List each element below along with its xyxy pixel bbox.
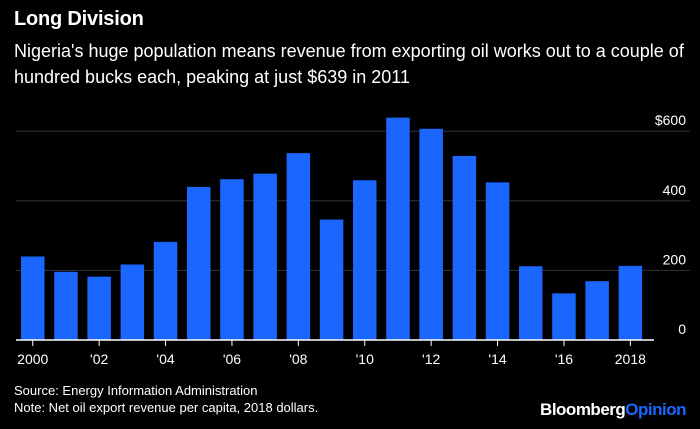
bar-2011 — [386, 117, 410, 341]
x-tick-label-'02: '02 — [90, 351, 108, 367]
x-tick-label-2000: 2000 — [17, 351, 48, 367]
bar-2007 — [253, 173, 277, 340]
bar-2015 — [519, 266, 543, 340]
source-block: Source: Energy Information Administratio… — [14, 382, 318, 416]
y-tick-label-400: 400 — [663, 182, 687, 198]
x-axis-ticks: 2000 '02 '04 '06 '08 '10 '12 '14 '16 2018 — [16, 339, 654, 367]
y-tick-label-200: 200 — [663, 251, 687, 267]
y-tick-label-0: 0 — [678, 321, 686, 337]
bar-2014 — [485, 182, 510, 340]
bar-2018 — [618, 265, 643, 340]
brand-bloomberg: Bloomberg — [540, 400, 626, 419]
bar-2001 — [54, 271, 78, 340]
bar-2002 — [87, 276, 111, 340]
chart-subtitle: Nigeria's huge population means revenue … — [14, 41, 684, 87]
bar-2010 — [353, 180, 377, 340]
note-text: Note: Net oil export revenue per capita,… — [14, 400, 319, 415]
bar-2003 — [120, 264, 145, 340]
x-tick-label-'10: '10 — [356, 351, 374, 367]
bar-2008 — [286, 153, 311, 340]
bar-2017 — [585, 281, 609, 340]
bar-2009 — [319, 219, 344, 340]
bar-2000 — [21, 256, 45, 340]
x-tick-label-'14: '14 — [488, 351, 506, 367]
bar-2005 — [187, 186, 211, 340]
bar-2006 — [220, 179, 244, 340]
x-tick-label-'16: '16 — [555, 351, 573, 367]
bar-2016 — [552, 293, 576, 340]
brand-logo: BloombergOpinion — [540, 400, 686, 420]
brand-opinion: Opinion — [625, 400, 686, 419]
bar-2013 — [452, 155, 477, 340]
x-tick-label-'04: '04 — [156, 351, 174, 367]
y-tick-label-600: $600 — [655, 112, 686, 128]
x-tick-label-'06: '06 — [223, 351, 241, 367]
bar-2004 — [153, 241, 178, 340]
bars — [21, 117, 643, 341]
source-text: Source: Energy Information Administratio… — [14, 383, 258, 398]
x-tick-label-'08: '08 — [289, 351, 307, 367]
x-tick-label-'12: '12 — [422, 351, 440, 367]
chart-title: Long Division — [14, 8, 144, 30]
bar-2012 — [419, 128, 443, 340]
y-axis-ticks: 0 200 400 $600 — [655, 112, 686, 337]
x-tick-label-2018: 2018 — [615, 351, 646, 367]
